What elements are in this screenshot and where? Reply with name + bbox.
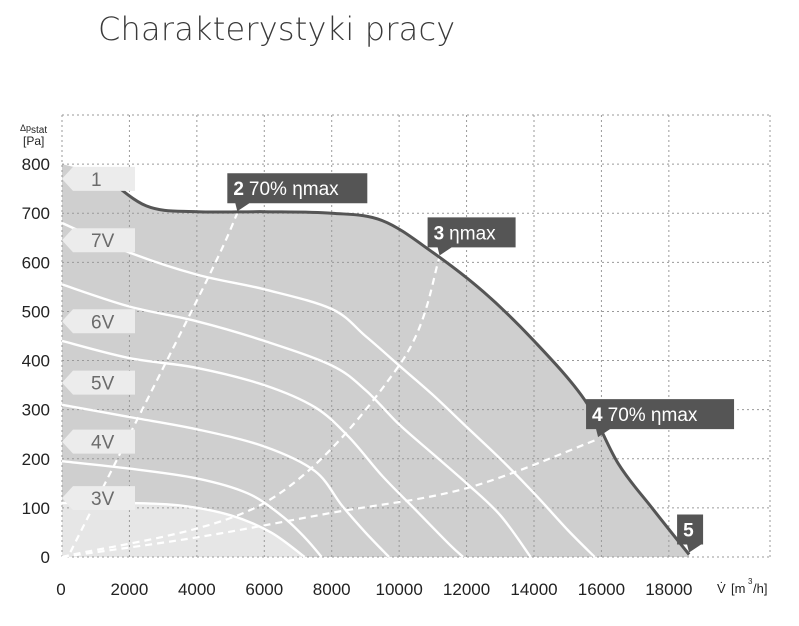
x-axis-label-unit-post: /h] (753, 581, 767, 596)
callout-text: 70% ηmax (608, 405, 698, 426)
callout-box (677, 514, 704, 553)
callout-label: 3 ηmax (434, 223, 497, 244)
x-tick-label: 0 (56, 580, 65, 599)
x-tick-label: 14000 (510, 580, 557, 599)
callout-label: 4 70% ηmax (592, 405, 698, 426)
y-tick-label: 400 (22, 352, 50, 371)
x-axis-label-v: V̇ (717, 581, 726, 596)
y-axis-label-unit: [Pa] (23, 134, 44, 148)
efficiency-line (61, 257, 441, 559)
y-tick-label: 600 (22, 253, 50, 272)
x-tick-label: 18000 (645, 580, 692, 599)
x-tick-label: 8000 (313, 580, 351, 599)
voltage-flag-label: 1 (91, 170, 102, 191)
x-tick-label: 12000 (443, 580, 490, 599)
y-axis-label-sub: stat (31, 125, 47, 136)
y-tick-label: 200 (22, 450, 50, 469)
x-axis-label-unit-pre: [m (731, 581, 745, 596)
x-axis-label-sup: 3 (748, 577, 753, 586)
voltage-flag-label: 7V (91, 231, 115, 252)
voltage-flag (62, 166, 135, 191)
x-tick-label: 10000 (376, 580, 423, 599)
voltage-flag-label: 3V (91, 489, 115, 510)
voltage-curve (61, 460, 323, 558)
x-tick-label: 4000 (178, 580, 216, 599)
x-tick-label: 16000 (578, 580, 625, 599)
voltage-flag (62, 486, 135, 511)
y-tick-label: 0 (41, 548, 50, 567)
callout-number: 2 (233, 179, 244, 200)
y-tick-label: 300 (22, 401, 50, 420)
voltage-flag (62, 429, 135, 454)
callout-box (227, 173, 368, 212)
voltage-flag (62, 228, 135, 253)
y-tick-label: 500 (22, 302, 50, 321)
envelope-curve (101, 172, 691, 556)
voltage-curve (61, 339, 465, 558)
voltage-flag-label: 5V (91, 374, 115, 395)
y-tick-label: 700 (22, 204, 50, 223)
voltage-flag-label: 4V (91, 433, 115, 454)
voltage-flag (62, 370, 135, 395)
callout-text: 70% ηmax (249, 179, 339, 200)
callout-text: ηmax (449, 223, 496, 244)
callout-number: 5 (683, 521, 694, 542)
voltage-curve (61, 283, 532, 558)
page-title: Charakterystyki pracy (98, 10, 456, 48)
voltage-curve (61, 221, 596, 558)
y-tick-label: 800 (22, 155, 50, 174)
callout-number: 3 (434, 223, 445, 244)
voltage-flag (62, 309, 135, 334)
callout-box (427, 217, 516, 256)
callout-label: 2 70% ηmax (233, 179, 339, 200)
y-axis-label-delta: Δp (20, 123, 31, 133)
efficiency-line (69, 212, 239, 553)
y-tick-label: 100 (22, 499, 50, 518)
callout-box (586, 399, 735, 438)
x-tick-label: 2000 (111, 580, 149, 599)
operating-area (62, 164, 690, 557)
x-tick-label: 6000 (245, 580, 283, 599)
callout-label: 5 (683, 521, 694, 542)
voltage-flag-label: 6V (91, 312, 115, 333)
efficiency-line (61, 438, 599, 559)
low-area (62, 502, 305, 557)
callout-number: 4 (592, 405, 603, 426)
voltage-curve (61, 403, 390, 558)
